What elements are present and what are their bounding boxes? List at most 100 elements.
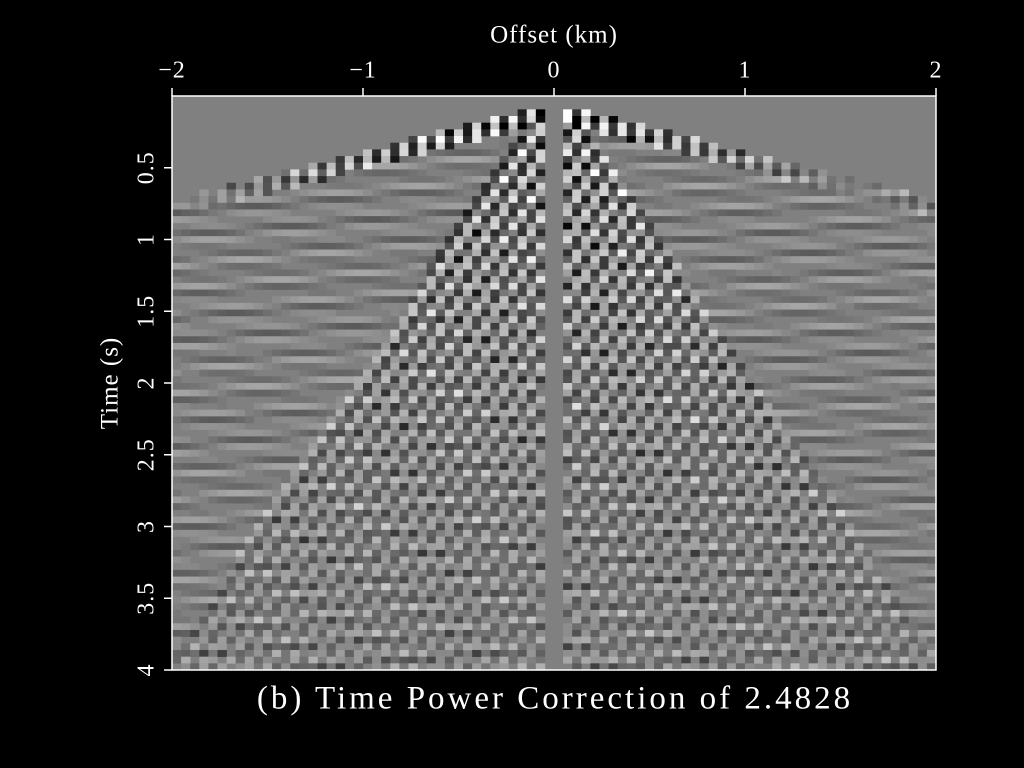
texture-cell [308,429,318,437]
texture-cell [208,649,218,657]
texture-cell [808,483,819,491]
texture-cell [344,216,355,224]
texture-cell [481,383,491,390]
texture-cell [690,589,700,597]
texture-cell [781,236,791,244]
texture-cell [181,383,191,390]
texture-cell [435,182,446,190]
texture-cell [463,129,473,137]
texture-cell [726,403,737,410]
texture-cell [563,556,573,564]
texture-cell [681,336,691,344]
texture-cell [617,289,628,297]
texture-cell [735,543,746,551]
texture-cell [472,483,482,491]
texture-cell [699,302,709,310]
texture-cell [672,176,682,184]
texture-cell [181,529,191,537]
texture-cell [172,416,182,424]
texture-cell [253,409,264,417]
texture-cell [172,262,182,270]
texture-cell [854,282,864,290]
texture-cell [226,489,236,497]
texture-cell [590,423,600,431]
texture-cell [790,256,800,264]
texture-cell [399,483,409,491]
texture-cell [872,236,882,244]
texture-cell [681,496,691,504]
texture-cell [863,476,873,484]
texture-cell [799,663,809,671]
texture-cell [845,296,855,304]
texture-cell [572,656,582,664]
texture-cell [453,182,464,190]
texture-cell [408,196,418,204]
texture-cell [226,543,236,551]
texture-cell [390,463,400,471]
texture-cell [517,196,528,204]
texture-cell [181,269,191,277]
texture-cell [399,296,409,304]
texture-cell [663,409,673,417]
texture-cell [290,329,300,337]
texture-cell [372,396,382,404]
texture-cell [217,229,227,237]
texture-cell [235,443,246,451]
texture-cell [745,262,755,270]
texture-cell [290,189,300,197]
texture-cell [854,623,864,631]
texture-cell [190,476,200,484]
texture-cell [353,516,364,524]
texture-cell [790,589,800,597]
texture-cell [626,416,637,424]
texture-cell [681,282,691,290]
texture-cell [181,216,191,224]
texture-cell [617,469,628,477]
texture-cell [590,162,600,170]
texture-cell [408,329,418,337]
texture-cell [590,236,600,244]
texture-cell [663,429,673,437]
texture-cell [672,576,682,584]
texture-cell [608,369,618,377]
texture-cell [717,543,728,551]
texture-cell [299,229,309,237]
texture-cell [535,529,546,537]
texture-cell [272,536,282,544]
texture-cell [763,443,773,451]
texture-cell [399,383,409,390]
texture-cell [235,356,246,364]
texture-cell [499,242,509,250]
texture-cell [699,256,709,264]
texture-cell [453,356,464,364]
texture-cell [326,443,337,451]
texture-cell [599,603,609,611]
texture-cell [472,489,482,497]
texture-cell [635,469,646,477]
texture-cell [272,629,282,637]
texture-cell [763,636,773,644]
texture-cell [417,556,427,564]
texture-cell [353,463,364,471]
texture-cell [499,403,509,410]
texture-cell [481,416,491,424]
texture-cell [208,209,218,217]
texture-cell [208,616,218,624]
texture-cell [217,309,227,317]
texture-cell [626,576,637,584]
texture-cell [526,429,537,437]
texture-cell [417,423,427,431]
texture-cell [808,389,819,397]
texture-cell [563,636,573,644]
texture-cell [317,429,327,437]
texture-cell [372,182,382,190]
texture-cell [817,242,828,250]
texture-cell [708,563,719,571]
texture-cell [299,282,309,290]
texture-cell [644,496,655,504]
texture-cell [808,456,819,464]
texture-cell [481,509,491,517]
texture-cell [526,356,537,364]
texture-cell [417,536,427,544]
texture-cell [408,262,418,270]
